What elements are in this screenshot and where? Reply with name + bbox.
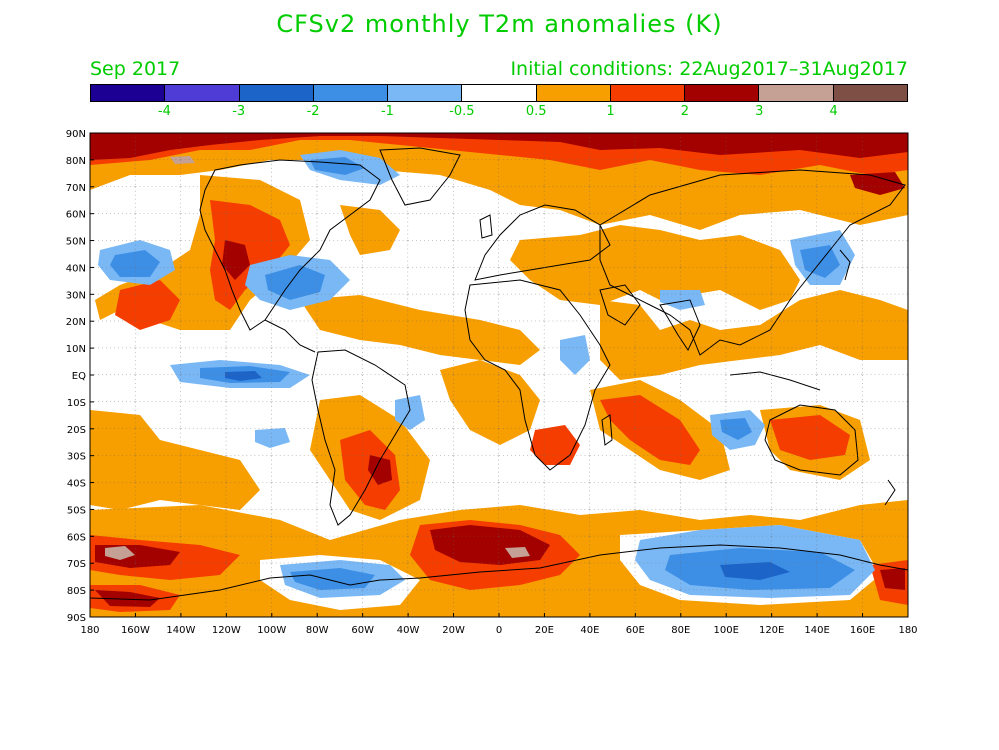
latitude-label: 10N — [66, 344, 86, 355]
color-swatch — [165, 85, 240, 101]
color-legend-label: 2 — [680, 104, 690, 119]
color-legend-label: -3 — [232, 104, 246, 119]
longitude-label: 120W — [212, 625, 241, 636]
color-swatch — [610, 85, 686, 101]
latitude-label: 70S — [67, 559, 86, 570]
color-legend-label: 1 — [606, 104, 615, 119]
axis-ticks — [89, 132, 909, 618]
color-swatch — [833, 85, 907, 101]
longitude-label: 20E — [535, 625, 554, 636]
latitude-label: 50N — [66, 237, 86, 248]
longitude-labels: 180 160W 140W 120W 100W 80W 60W 40W 20W 0 20E 40E 60… — [80, 625, 917, 636]
longitude-label: 40E — [580, 625, 599, 636]
latitude-label: 30N — [66, 290, 86, 301]
latitude-label: 20S — [67, 425, 86, 436]
longitude-label: 60W — [351, 625, 374, 636]
longitude-label: 140E — [804, 625, 829, 636]
latitude-label: EQ — [72, 371, 86, 382]
color-legend-label: -2 — [306, 104, 320, 119]
chart-title: CFSv2 monthly T2m anomalies (K) — [276, 10, 723, 38]
color-legend-label: 3 — [755, 104, 764, 119]
latitude-label: 90S — [67, 613, 86, 624]
color-swatch — [388, 85, 463, 101]
color-swatch — [685, 85, 760, 101]
longitude-label: 80W — [306, 625, 329, 636]
color-legend-label: 0.5 — [525, 104, 547, 119]
longitude-label: 180 — [898, 625, 917, 636]
latitude-label: 70N — [66, 183, 86, 194]
longitude-label: 160W — [121, 625, 150, 636]
initial-conditions-label: Initial conditions: 22Aug2017–31Aug2017 — [510, 58, 908, 80]
color-legend-label: -1 — [380, 104, 394, 119]
color-swatch — [759, 85, 834, 101]
anomaly-field — [90, 133, 908, 617]
longitude-label: 100W — [257, 625, 286, 636]
longitude-label: 120E — [759, 625, 784, 636]
longitude-label: 0 — [496, 625, 502, 636]
latitude-label: 20N — [66, 317, 86, 328]
color-swatch — [462, 85, 537, 101]
latitude-label: 30S — [67, 452, 86, 463]
latitude-label: 50S — [67, 505, 86, 516]
latitude-label: 80N — [66, 156, 86, 167]
latitude-label: 80S — [67, 586, 86, 597]
color-legend-label: -4 — [157, 104, 171, 119]
color-legend-bar — [90, 84, 908, 102]
longitude-label: 40W — [397, 625, 420, 636]
latitude-label: 10S — [67, 398, 86, 409]
latitude-label: 90N — [66, 129, 86, 140]
color-legend-label: -0.5 — [449, 104, 475, 119]
color-swatch — [313, 85, 389, 101]
longitude-label: 180 — [80, 625, 99, 636]
color-legend-label: 4 — [829, 104, 838, 119]
latitude-label: 40S — [67, 479, 86, 490]
color-swatch — [536, 85, 611, 101]
latitude-label: 40N — [66, 263, 86, 274]
longitude-label: 160E — [850, 625, 875, 636]
longitude-label: 80E — [671, 625, 690, 636]
longitude-label: 20W — [442, 625, 465, 636]
longitude-label: 100E — [714, 625, 739, 636]
color-swatch — [91, 85, 166, 101]
valid-month-label: Sep 2017 — [90, 58, 181, 80]
latitude-label: 60S — [67, 532, 86, 543]
latitude-labels: 90N 80N 70N 60N 50N 40N 30N 20N 10N EQ 10S 20S 30S 40… — [66, 129, 86, 624]
longitude-label: 140W — [166, 625, 195, 636]
latitude-label: 60N — [66, 210, 86, 221]
color-swatch — [239, 85, 314, 101]
longitude-label: 60E — [626, 625, 645, 636]
